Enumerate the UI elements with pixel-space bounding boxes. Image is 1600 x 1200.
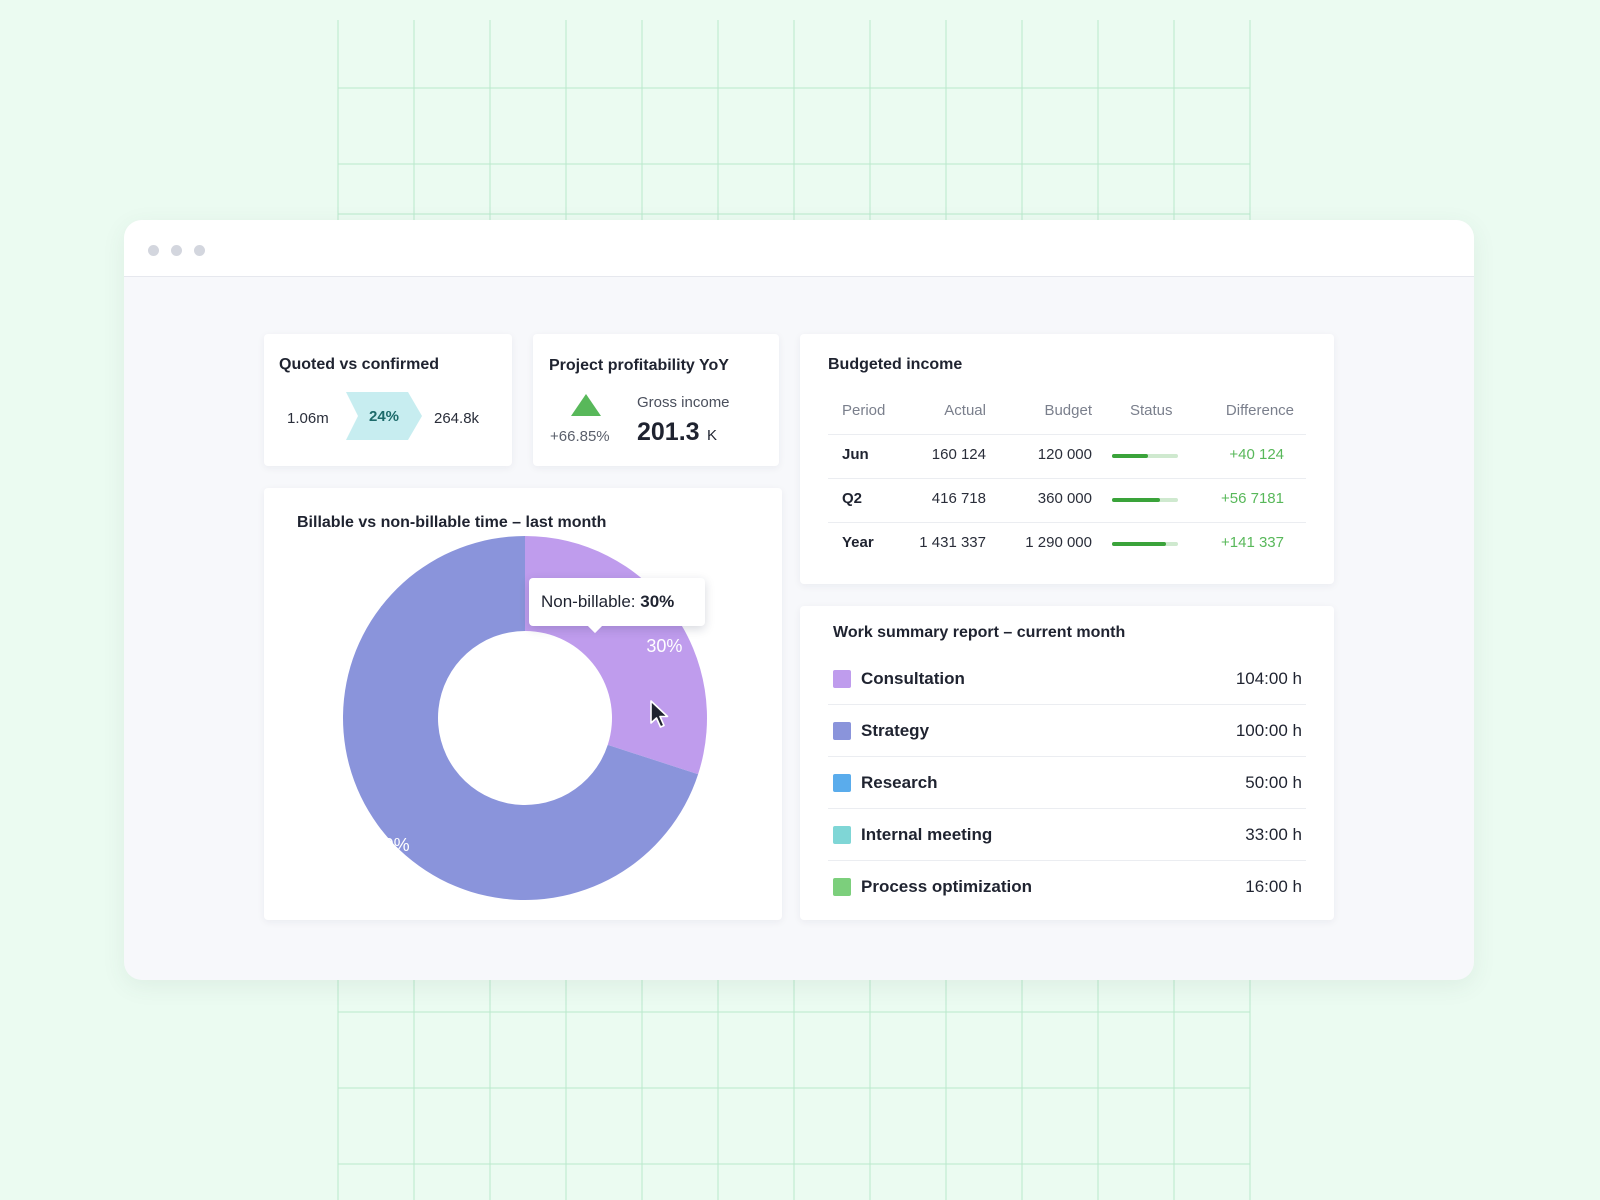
gross-income-label: Gross income [637, 394, 730, 411]
legend-swatch [833, 774, 851, 792]
status-bar [1112, 542, 1178, 546]
status-bar-fill [1112, 542, 1167, 546]
work-category-label: Internal meeting [861, 825, 993, 844]
status-bar-fill [1112, 454, 1149, 458]
legend-swatch [833, 670, 851, 688]
status-bar-fill [1112, 498, 1160, 502]
work-category-label: Research [861, 773, 938, 792]
quoted-vs-confirmed-card: Quoted vs confirmed 1.06m 24% 264.8k [264, 334, 512, 466]
column-header-status: Status [1130, 402, 1173, 419]
legend-swatch [833, 826, 851, 844]
list-divider [828, 704, 1306, 705]
column-header-actual: Actual [944, 402, 986, 419]
window-dot-icon[interactable] [194, 245, 205, 256]
list-divider [828, 756, 1306, 757]
table-cell-budget: 1 290 000 [1025, 534, 1092, 551]
profitability-change: +66.85% [550, 428, 610, 445]
work-category-hours: 16:00 h [1245, 877, 1302, 896]
column-header-period: Period [842, 402, 886, 419]
donut-slice-billable[interactable] [343, 536, 699, 900]
budgeted-income-card: Budgeted income Period Actual Budget Sta… [800, 334, 1334, 584]
work-summary-card: Work summary report – current month Cons… [800, 606, 1334, 920]
tooltip-text: Non-billable: 30% [541, 592, 674, 612]
window-titlebar [124, 220, 1474, 277]
table-cell-period: Q2 [842, 490, 863, 507]
work-category-hours: 100:00 h [1235, 721, 1302, 740]
table-cell-actual: 1 431 337 [919, 534, 986, 551]
window-dot-icon[interactable] [171, 245, 182, 256]
card-title: Budgeted income [828, 356, 963, 373]
table-cell-budget: 360 000 [1037, 490, 1092, 507]
donut-slice-label: 70% [374, 835, 410, 855]
window-dot-icon[interactable] [148, 245, 159, 256]
confirmed-percent: 24% [368, 408, 400, 425]
list-divider [828, 860, 1306, 861]
work-category-label: Strategy [861, 721, 930, 740]
card-title: Project profitability YoY [549, 357, 729, 374]
legend-swatch [833, 722, 851, 740]
work-category-hours: 104:00 h [1235, 669, 1302, 688]
legend-swatch [833, 878, 851, 896]
chevron-arrow-icon [346, 392, 422, 440]
gross-income-value: 201.3 [637, 418, 700, 446]
work-category-label: Consultation [861, 669, 965, 688]
donut-slice-label: 30% [646, 636, 682, 656]
table-cell-difference: +56 7181 [1221, 490, 1284, 507]
work-category-hours: 33:00 h [1245, 825, 1302, 844]
column-header-budget: Budget [1044, 402, 1092, 419]
table-cell-budget: 120 000 [1037, 446, 1092, 463]
tooltip-value: 30% [640, 592, 675, 611]
table-divider [828, 522, 1306, 523]
table-cell-actual: 160 124 [931, 446, 986, 463]
triangle-up-icon [571, 394, 601, 416]
list-divider [828, 808, 1306, 809]
work-category-hours: 50:00 h [1245, 773, 1302, 792]
table-divider [828, 434, 1306, 435]
quoted-value: 1.06m [287, 410, 329, 427]
billable-time-card: Billable vs non-billable time – last mon… [264, 488, 782, 920]
browser-window: Quoted vs confirmed 1.06m 24% 264.8k Pro… [124, 220, 1474, 980]
card-title: Quoted vs confirmed [279, 356, 440, 373]
status-bar [1112, 454, 1178, 458]
table-cell-difference: +40 124 [1229, 446, 1284, 463]
table-cell-period: Year [842, 534, 874, 551]
cursor-arrow-icon [650, 700, 669, 728]
donut-chart: 30% 70% [343, 536, 707, 900]
gross-income-unit: K [707, 427, 718, 444]
table-cell-period: Jun [842, 446, 869, 463]
project-profitability-card: Project profitability YoY +66.85% Gross … [533, 334, 779, 466]
confirmed-value: 264.8k [434, 410, 480, 427]
column-header-difference: Difference [1225, 402, 1294, 419]
chart-title: Billable vs non-billable time – last mon… [297, 514, 607, 531]
tooltip-label: Non-billable: [541, 592, 636, 611]
table-cell-actual: 416 718 [931, 490, 986, 507]
table-divider [828, 478, 1306, 479]
card-title: Work summary report – current month [833, 624, 1126, 641]
work-category-label: Process optimization [861, 877, 1032, 896]
chart-tooltip: Non-billable: 30% [529, 578, 705, 634]
status-bar [1112, 498, 1178, 502]
table-cell-difference: +141 337 [1221, 534, 1284, 551]
